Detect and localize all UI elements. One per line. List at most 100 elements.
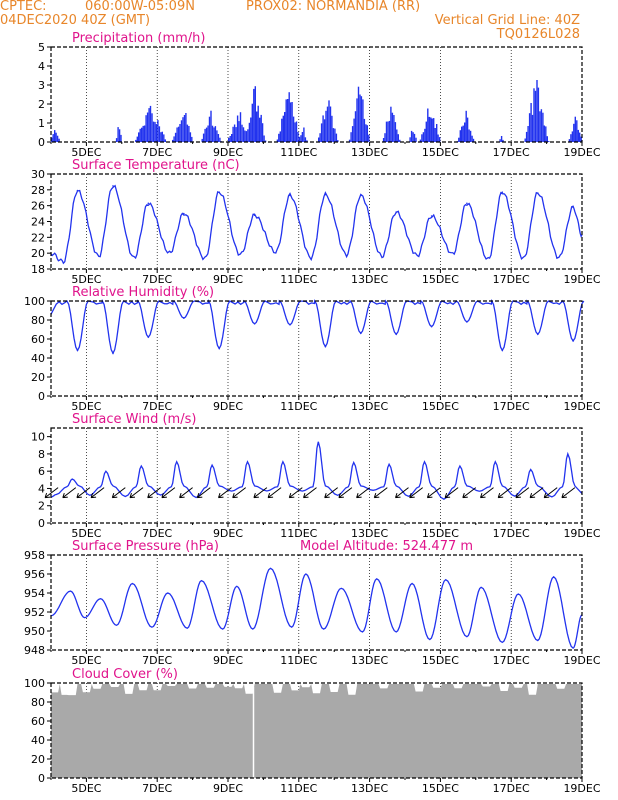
x-tick-label: 13DEC	[351, 400, 388, 413]
precip-bar	[387, 121, 389, 142]
panel-title: Surface Pressure (hPa)	[72, 539, 219, 554]
x-tick-label: 7DEC	[142, 273, 172, 286]
precip-bar	[52, 134, 54, 142]
x-tick-label: 13DEC	[351, 273, 388, 286]
x-tick-label: 19DEC	[563, 273, 600, 286]
precip-bar	[295, 121, 298, 142]
wind-arrow-head	[324, 492, 330, 499]
precip-bar	[461, 126, 463, 142]
precip-bar	[276, 139, 279, 142]
precip-bar	[145, 115, 147, 142]
precip-bar	[412, 132, 414, 142]
wind-arrow-head	[303, 492, 309, 499]
precip-bar	[576, 120, 578, 142]
temperature-max-point	[430, 215, 433, 217]
x-tick-label: 17DEC	[493, 782, 530, 795]
y-tick-label: 60	[31, 715, 45, 728]
wind-arrow-head	[288, 492, 295, 499]
y-tick-label: 18	[31, 263, 45, 276]
y-tick-label: 0	[38, 390, 45, 403]
precip-bar	[356, 98, 358, 142]
wind-arrow-head	[179, 492, 185, 499]
precip-bar	[577, 129, 579, 142]
y-tick-label: 952	[24, 606, 45, 619]
precip-bar	[382, 138, 385, 142]
x-tick-label: 9DEC	[213, 146, 243, 159]
precip-bar	[256, 111, 258, 142]
wind-arrow	[395, 487, 409, 498]
y-tick-label: 60	[31, 333, 45, 346]
precip-bar	[428, 116, 430, 142]
wind-arrow-head	[529, 492, 536, 499]
precip-bar	[390, 106, 392, 142]
y-tick-label: 20	[31, 753, 45, 766]
precip-bar	[359, 94, 361, 142]
precip-bar	[462, 125, 464, 142]
x-tick-label: 7DEC	[142, 527, 172, 540]
precip-bar	[158, 126, 161, 142]
precip-bar	[543, 125, 545, 142]
precip-bar	[188, 126, 190, 142]
precip-bar	[161, 131, 163, 142]
precip-bar	[329, 106, 332, 142]
humidity-min-point	[395, 333, 398, 336]
temperature-max-point	[537, 192, 539, 194]
precip-bar	[424, 128, 426, 142]
panel-6: 5DEC 7DEC 9DEC 11DEC 13DEC 15DEC 17DEC 19DEC 0 20…	[24, 667, 601, 795]
temperature-max-point	[253, 214, 256, 216]
temperature-max-point	[147, 202, 150, 205]
precip-bar	[458, 137, 460, 142]
wind-arrow	[515, 487, 530, 498]
precip-bar	[542, 112, 544, 142]
precip-bar	[421, 134, 423, 142]
temperature-max-point	[112, 185, 114, 187]
plot-border	[50, 173, 583, 270]
precip-bar	[54, 130, 56, 142]
precip-bar	[409, 137, 411, 142]
precip-bar	[399, 139, 401, 142]
precip-bar	[257, 105, 259, 142]
humidity-min-point	[289, 324, 291, 326]
x-tick-label: 19DEC	[563, 400, 600, 413]
precip-bar	[525, 131, 528, 142]
y-tick-label: 0	[38, 136, 45, 149]
precip-bar	[334, 128, 336, 142]
wind-arrow-head	[147, 492, 153, 499]
wind-arrow	[561, 487, 576, 498]
temperature-max-point	[501, 191, 504, 193]
header-model-id: TQ0126L028	[496, 27, 580, 42]
precip-bar	[540, 109, 543, 142]
precip-bar	[322, 115, 324, 142]
precip-bar	[238, 121, 240, 142]
precip-bar	[117, 127, 119, 142]
wind-arrow	[62, 487, 77, 498]
precip-bar	[143, 125, 146, 142]
precip-bar	[571, 131, 574, 142]
humidity-min-point	[183, 317, 185, 319]
humidity-min-point	[360, 332, 362, 335]
precip-bar	[136, 136, 138, 142]
precip-bar	[573, 123, 575, 142]
x-tick-label: 11DEC	[280, 782, 317, 795]
precip-bar	[239, 112, 242, 142]
precip-bar	[579, 132, 581, 142]
precip-bar	[236, 115, 239, 142]
precip-bar	[410, 130, 413, 142]
panel-4: 5DEC 7DEC 9DEC 11DEC 13DEC 15DEC 17DEC 19DEC 0 2 4…	[31, 412, 601, 540]
wind-arrow-head	[409, 492, 415, 499]
wind-arrow	[90, 487, 105, 498]
precip-bar	[219, 137, 221, 142]
precip-bar	[231, 134, 233, 142]
wind-arrow	[253, 487, 268, 498]
precip-bar	[164, 139, 166, 142]
precip-bar	[260, 114, 262, 142]
precip-bar	[323, 119, 326, 142]
wind-arrow-head	[218, 492, 224, 499]
plot-border	[50, 46, 583, 143]
precip-bar	[176, 127, 178, 142]
precip-bar	[141, 127, 143, 142]
wind-arrow	[44, 487, 59, 498]
precip-bar	[183, 115, 186, 142]
x-tick-label: 11DEC	[280, 527, 317, 540]
